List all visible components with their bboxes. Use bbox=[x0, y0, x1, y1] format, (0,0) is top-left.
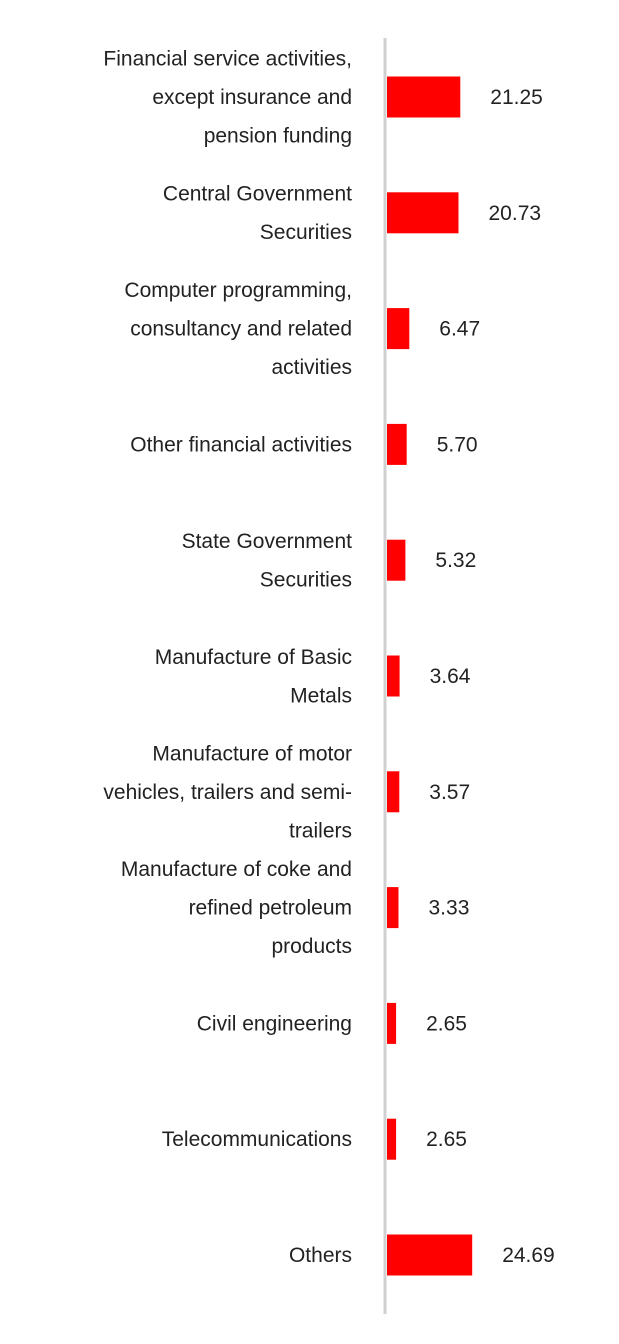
category-label-line: Other financial activities bbox=[130, 433, 352, 456]
category-labels-group: Financial service activities, except insu… bbox=[103, 48, 352, 1268]
value-labels-group: 21.25 20.73 6.47 5.70 5.32 3.64 3.57 3.33 2.65 2.… bbox=[426, 86, 555, 1267]
value-label-10: 2.65 bbox=[426, 1128, 467, 1151]
bar-3 bbox=[387, 308, 410, 350]
category-label-6: Manufacture of Basic Metals bbox=[155, 646, 352, 708]
category-label-line: vehicles, trailers and semi- bbox=[103, 781, 352, 804]
value-label-7: 3.57 bbox=[429, 781, 470, 804]
category-label-8: Manufacture of coke and refined petroleum… bbox=[121, 858, 352, 958]
bar-4 bbox=[387, 423, 407, 465]
bar-1 bbox=[387, 76, 461, 118]
value-label-6: 3.64 bbox=[430, 665, 471, 688]
category-label-9: Civil engineering bbox=[197, 1012, 352, 1035]
category-label-line: Central Government bbox=[163, 183, 352, 206]
category-label-11: Others bbox=[289, 1244, 352, 1267]
category-label-line: Securities bbox=[260, 221, 352, 244]
category-label-line: except insurance and bbox=[152, 86, 352, 109]
value-label-11: 24.69 bbox=[502, 1244, 555, 1267]
category-label-line: Metals bbox=[290, 684, 352, 707]
value-label-5: 5.32 bbox=[435, 549, 476, 572]
category-label-line: Securities bbox=[260, 569, 352, 592]
category-label-line: Computer programming, bbox=[124, 279, 352, 302]
bar-7 bbox=[387, 771, 400, 813]
category-label-line: trailers bbox=[289, 819, 352, 842]
category-label-5: State Government Securities bbox=[182, 530, 353, 592]
category-label-line: products bbox=[271, 935, 352, 958]
bar-9 bbox=[387, 1002, 397, 1044]
category-label-line: Manufacture of motor bbox=[152, 742, 352, 765]
category-label-2: Central Government Securities bbox=[163, 183, 352, 245]
category-label-line: Civil engineering bbox=[197, 1012, 352, 1035]
category-label-line: Telecommunications bbox=[162, 1128, 352, 1151]
bar-10 bbox=[387, 1118, 397, 1160]
bar-11 bbox=[387, 1234, 473, 1276]
value-label-1: 21.25 bbox=[490, 86, 543, 109]
bar-8 bbox=[387, 887, 399, 929]
category-label-line: consultancy and related bbox=[130, 318, 352, 341]
category-label-line: activities bbox=[271, 356, 352, 379]
value-label-4: 5.70 bbox=[437, 433, 478, 456]
category-label-10: Telecommunications bbox=[162, 1128, 352, 1151]
category-label-line: Financial service activities, bbox=[103, 48, 352, 71]
value-label-3: 6.47 bbox=[439, 318, 480, 341]
category-label-line: Manufacture of coke and bbox=[121, 858, 352, 881]
bar-5 bbox=[387, 539, 406, 581]
category-label-line: Others bbox=[289, 1244, 352, 1267]
category-label-1: Financial service activities, except insu… bbox=[103, 48, 352, 148]
value-label-2: 20.73 bbox=[489, 202, 542, 225]
category-label-line: State Government bbox=[182, 530, 353, 553]
category-label-line: Manufacture of Basic bbox=[155, 646, 352, 669]
category-label-4: Other financial activities bbox=[130, 433, 352, 456]
category-label-line: refined petroleum bbox=[189, 897, 352, 920]
bars-group bbox=[387, 76, 473, 1276]
category-label-7: Manufacture of motor vehicles, trailers a… bbox=[103, 742, 352, 842]
value-label-9: 2.65 bbox=[426, 1012, 467, 1035]
bar-2 bbox=[387, 192, 459, 234]
category-label-line: pension funding bbox=[204, 125, 352, 148]
bar-6 bbox=[387, 655, 400, 697]
category-label-3: Computer programming, consultancy and rel… bbox=[124, 279, 352, 379]
value-label-8: 3.33 bbox=[429, 897, 470, 920]
